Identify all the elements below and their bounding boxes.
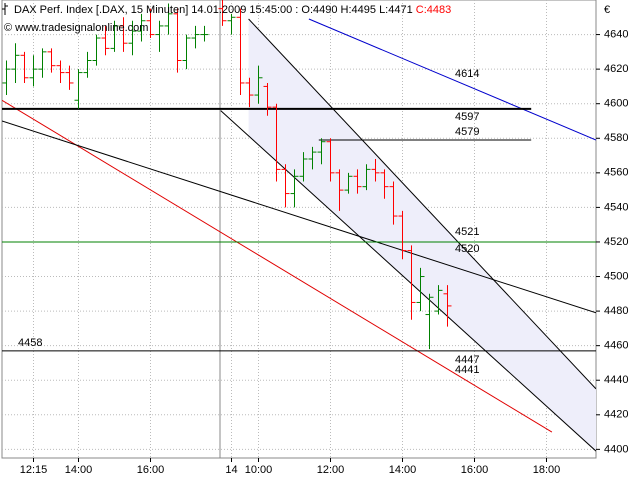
y-tick-label: 4540 [604,201,628,213]
x-tick-label: 14 [225,464,237,476]
x-tick-label: 12:00 [317,464,345,476]
currency: € [604,4,610,16]
annotation-label: 4579 [455,126,479,138]
annotation-label: 4447 [455,354,479,366]
chart-title: DAX Perf. Index [.DAX, 15 Minuten] 14.01… [14,4,451,16]
annotation-label: 4441 [455,364,479,376]
y-tick-label: 4440 [604,374,628,386]
x-tick-label: 12:15 [20,464,48,476]
x-tick-label: 14:00 [389,464,417,476]
trend-line [308,18,596,141]
annotation-label: 4520 [455,243,479,255]
trend-line [2,99,553,433]
y-tick-label: 4580 [604,132,628,144]
y-tick-label: 4620 [604,63,628,75]
annotation-label: 4458 [18,337,42,349]
y-tick-label: 4480 [604,305,628,317]
y-tick-label: 4640 [604,28,628,40]
y-tick-label: 4600 [604,98,628,110]
annotation-label: 4597 [455,111,479,123]
y-tick-label: 4420 [604,409,628,421]
y-tick-label: 4400 [604,443,628,455]
x-tick-label: 18:00 [533,464,561,476]
title-main: DAX Perf. Index [.DAX, 15 Minuten] 14.01… [14,4,413,16]
x-tick-label: 16:00 [137,464,165,476]
trend-line [220,110,596,452]
ohlc-icon [2,3,8,15]
annotation-label: 4614 [455,68,479,80]
trend-line [248,18,596,390]
channel-fill [248,19,596,452]
title-close: C:4483 [416,4,451,16]
annotation-label: 4521 [455,226,479,238]
y-tick-label: 4500 [604,270,628,282]
y-tick-label: 4560 [604,167,628,179]
y-tick-label: 4520 [604,236,628,248]
copyright: © www.tradesignalonline.com [4,22,148,34]
y-tick-label: 4460 [604,340,628,352]
x-tick-label: 16:00 [461,464,489,476]
x-tick-label: 14:00 [65,464,93,476]
trend-line [2,120,596,314]
x-tick-label: 10:00 [245,464,273,476]
